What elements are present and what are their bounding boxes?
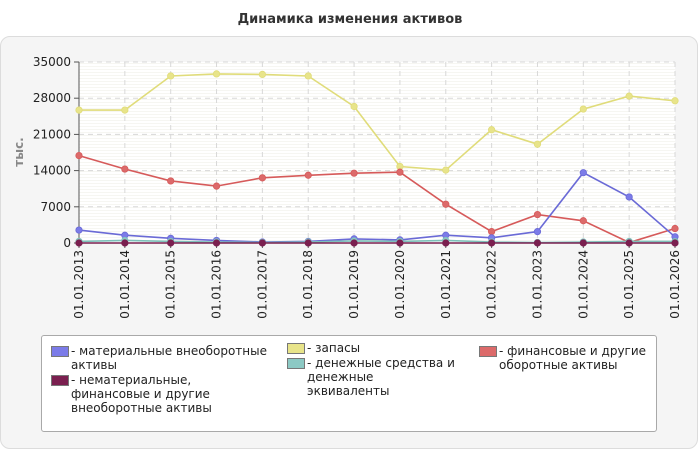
legend-item: - запасы <box>287 341 457 355</box>
y-tick-label: 7000 <box>40 200 71 214</box>
data-point <box>212 239 221 247</box>
data-point <box>167 177 175 185</box>
series-line <box>79 73 676 171</box>
y-tick-label: 14000 <box>33 164 71 178</box>
legend-label: - запасы <box>307 341 361 355</box>
data-point <box>579 169 587 177</box>
y-tick-label: 0 <box>63 236 71 250</box>
data-point <box>350 169 358 177</box>
legend-label: - нематериальные, финансовые и другие вн… <box>71 373 212 415</box>
data-point <box>671 239 679 247</box>
x-tick-label: 01.01.2021 <box>439 250 453 319</box>
series-layer <box>75 70 679 247</box>
data-point <box>533 210 542 219</box>
data-point <box>167 72 175 80</box>
y-tick-label: 35000 <box>33 55 71 69</box>
data-point <box>304 171 312 179</box>
data-point <box>579 217 587 225</box>
data-point <box>488 239 496 247</box>
x-tick-label: 01.01.2022 <box>485 250 499 319</box>
x-tick-label: 01.01.2019 <box>347 250 361 319</box>
grid <box>79 61 676 243</box>
legend-label: - материальные внеоборотные активы <box>71 344 267 372</box>
data-point <box>533 239 542 247</box>
data-point <box>625 193 633 201</box>
data-point <box>579 239 587 247</box>
data-point <box>625 92 633 100</box>
data-point <box>212 70 221 78</box>
data-point <box>304 72 312 80</box>
legend-item: - финансовые и другие оборотные активы <box>479 344 649 372</box>
x-tick-label: 01.01.2015 <box>164 250 178 319</box>
legend-swatch <box>287 343 305 354</box>
legend-item: - денежные средства и денежные эквивален… <box>287 356 457 398</box>
y-tick-label: 21000 <box>33 127 71 141</box>
x-tick-label: 01.01.2020 <box>393 250 407 319</box>
data-point <box>258 174 266 182</box>
series-line <box>78 154 676 244</box>
data-point <box>304 239 312 247</box>
data-point <box>671 224 679 233</box>
chart-title: Динамика изменения активов <box>237 12 463 27</box>
x-tick-label: 01.01.2014 <box>118 250 132 319</box>
data-point <box>533 140 542 148</box>
x-tick-labels: 01.01.2013 01.01.2014 01.01.2015 01.01.2016… <box>72 250 682 319</box>
data-point <box>350 102 358 111</box>
data-point <box>488 228 496 236</box>
y-tick-label: 28000 <box>33 91 71 105</box>
data-point <box>396 239 404 247</box>
legend-label: - денежные средства и денежные эквивален… <box>307 356 455 398</box>
legend-swatch <box>51 346 69 357</box>
data-point <box>671 97 679 105</box>
data-point <box>167 239 175 247</box>
data-point <box>533 228 542 236</box>
x-tick-label: 01.01.2026 <box>668 250 682 319</box>
data-point <box>396 168 404 176</box>
x-tick-label: 01.01.2024 <box>576 250 590 319</box>
y-tick-labels: 0 7000 14000 21000 28000 35000 <box>33 55 71 250</box>
data-point <box>121 106 129 114</box>
data-point <box>75 239 83 247</box>
x-tick-label: 01.01.2013 <box>72 250 86 319</box>
x-tick-label: 01.01.2023 <box>530 250 544 319</box>
series-line <box>78 171 676 243</box>
data-point <box>350 239 358 247</box>
data-point <box>212 182 221 190</box>
data-point <box>121 165 129 173</box>
data-point <box>579 105 587 113</box>
legend-item: - материальные внеоборотные активы <box>51 344 271 372</box>
data-point <box>121 239 129 247</box>
legend-swatch <box>479 346 497 357</box>
x-tick-label: 01.01.2025 <box>622 250 636 319</box>
data-point <box>442 200 450 208</box>
data-point <box>488 126 496 134</box>
data-point <box>258 239 266 247</box>
x-tick-label: 01.01.2017 <box>255 250 269 319</box>
data-point <box>258 70 266 79</box>
legend: - материальные внеоборотные активы - нем… <box>41 335 657 432</box>
data-point <box>625 239 633 247</box>
legend-swatch <box>51 375 69 386</box>
series-line <box>78 239 675 244</box>
x-tick-label: 01.01.2018 <box>301 250 315 319</box>
x-tick-label: 01.01.2016 <box>210 250 224 319</box>
data-point <box>75 226 83 234</box>
data-point <box>442 239 450 247</box>
legend-swatch <box>287 358 305 369</box>
legend-label: - финансовые и другие оборотные активы <box>499 344 647 372</box>
plot-area <box>79 62 675 243</box>
data-point <box>75 106 83 114</box>
data-point <box>442 166 450 174</box>
y-axis-label: тыс. <box>12 137 26 166</box>
data-point <box>75 152 83 160</box>
legend-item: - нематериальные, финансовые и другие вн… <box>51 373 271 415</box>
